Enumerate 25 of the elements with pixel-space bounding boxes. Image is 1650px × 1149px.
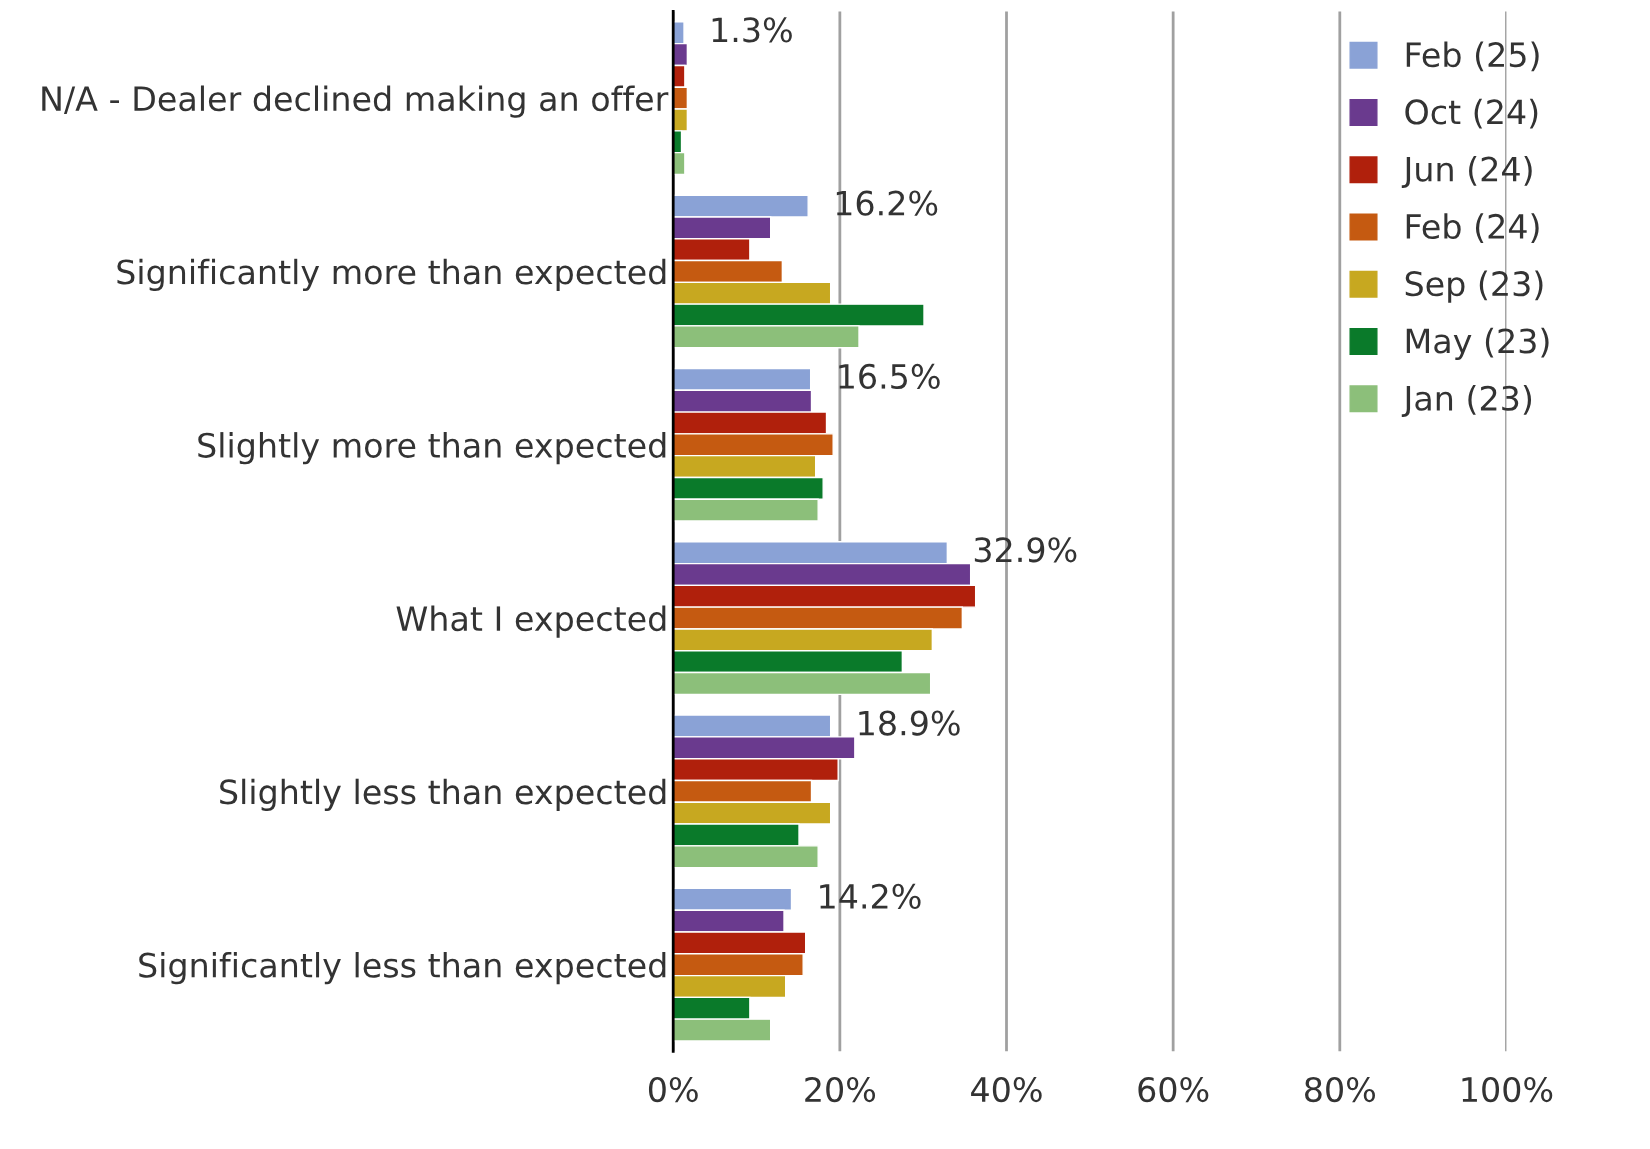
- legend-label: Jun (24): [1401, 156, 1532, 189]
- legend-label: Jan (23): [1401, 385, 1532, 418]
- y-tick-label: Significantly less than expected: [139, 952, 666, 985]
- data-label: 16.5%: [839, 363, 940, 390]
- y-tick-label: What I expected: [396, 605, 666, 638]
- x-tick-label: 60%: [1138, 1076, 1209, 1103]
- legend-label: Sep (23): [1405, 270, 1543, 303]
- legend-label: Feb (25): [1406, 41, 1539, 72]
- data-label: 18.9%: [859, 710, 960, 736]
- y-tick-label: Slightly more than expected: [198, 432, 666, 465]
- data-label: 14.2%: [820, 883, 921, 909]
- data-label: 16.2%: [836, 190, 938, 216]
- y-tick-label: Significantly more than expected: [117, 258, 666, 292]
- legend-label: Feb (24): [1406, 213, 1539, 243]
- legend-label: May (23): [1406, 327, 1549, 361]
- y-tick-label: Slightly less than expected: [220, 778, 666, 811]
- x-tick-label: 20%: [805, 1076, 876, 1103]
- x-tick-label: 40%: [971, 1076, 1042, 1103]
- data-label: 32.9%: [974, 537, 1077, 563]
- legend-label: Oct (24): [1405, 98, 1538, 129]
- y-tick-label: N/A - Dealer declined making an offer: [42, 85, 669, 118]
- data-label: 1.3%: [712, 17, 792, 43]
- x-tick-label: 80%: [1305, 1076, 1375, 1103]
- x-tick-label: 0%: [648, 1076, 698, 1103]
- x-tick-label: 100%: [1462, 1076, 1553, 1103]
